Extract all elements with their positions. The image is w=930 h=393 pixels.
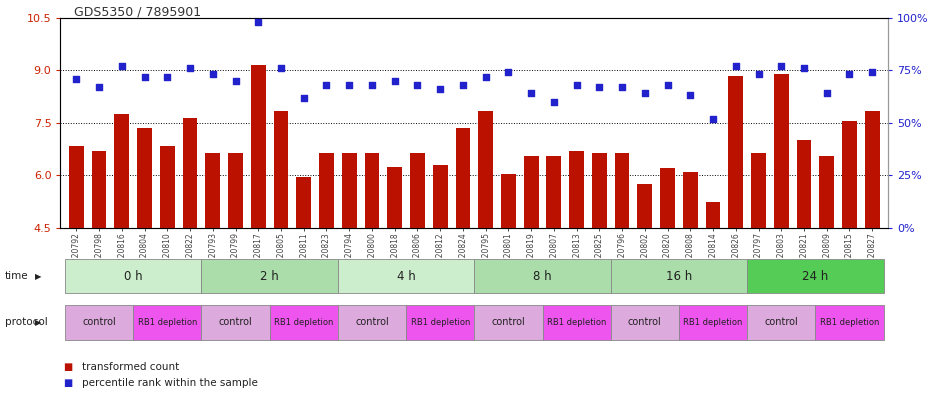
- Point: [182, 65, 197, 71]
- Bar: [206, 152, 220, 386]
- Point: [228, 77, 243, 84]
- Point: [819, 90, 834, 97]
- Bar: [524, 156, 538, 386]
- Text: time: time: [5, 271, 28, 281]
- Text: GDS5350 / 7895901: GDS5350 / 7895901: [74, 6, 202, 19]
- Text: control: control: [355, 317, 389, 327]
- Text: RB1 depletion: RB1 depletion: [684, 318, 743, 327]
- Bar: [501, 174, 516, 386]
- Text: percentile rank within the sample: percentile rank within the sample: [82, 378, 258, 388]
- Text: RB1 depletion: RB1 depletion: [274, 318, 334, 327]
- Bar: [819, 156, 834, 386]
- Point: [114, 63, 129, 69]
- Point: [251, 19, 266, 25]
- Point: [432, 86, 447, 92]
- Bar: [706, 202, 721, 386]
- Text: control: control: [219, 317, 252, 327]
- Point: [365, 82, 379, 88]
- Bar: [774, 74, 789, 386]
- Point: [842, 71, 857, 77]
- Bar: [842, 121, 857, 386]
- Text: 0 h: 0 h: [124, 270, 142, 283]
- Point: [69, 75, 84, 82]
- Text: RB1 depletion: RB1 depletion: [410, 318, 470, 327]
- Point: [410, 82, 425, 88]
- Bar: [456, 128, 471, 386]
- Bar: [297, 177, 312, 386]
- Bar: [478, 110, 493, 386]
- Bar: [728, 75, 743, 386]
- Text: ▶: ▶: [35, 272, 42, 281]
- Point: [774, 63, 789, 69]
- Bar: [569, 151, 584, 386]
- Bar: [410, 152, 425, 386]
- Point: [92, 84, 107, 90]
- Bar: [365, 152, 379, 386]
- Point: [456, 82, 471, 88]
- Bar: [432, 165, 447, 386]
- Point: [297, 94, 312, 101]
- Point: [387, 77, 402, 84]
- Bar: [182, 118, 197, 386]
- Text: 24 h: 24 h: [803, 270, 829, 283]
- Bar: [92, 151, 107, 386]
- Text: control: control: [628, 317, 662, 327]
- Bar: [865, 110, 880, 386]
- Bar: [797, 140, 811, 386]
- Point: [160, 73, 175, 80]
- Text: RB1 depletion: RB1 depletion: [820, 318, 879, 327]
- Text: protocol: protocol: [5, 317, 47, 327]
- Bar: [251, 65, 266, 386]
- Text: ▶: ▶: [35, 318, 42, 327]
- Bar: [547, 156, 562, 386]
- Bar: [683, 172, 698, 386]
- Point: [273, 65, 288, 71]
- Text: ■: ■: [63, 378, 73, 388]
- Point: [591, 84, 606, 90]
- Bar: [69, 145, 84, 386]
- Bar: [273, 110, 288, 386]
- Bar: [319, 152, 334, 386]
- Bar: [342, 152, 356, 386]
- Point: [797, 65, 812, 71]
- Point: [547, 99, 562, 105]
- Point: [637, 90, 652, 97]
- Point: [501, 69, 516, 75]
- Text: 2 h: 2 h: [260, 270, 279, 283]
- Bar: [387, 167, 402, 386]
- Bar: [592, 152, 606, 386]
- Point: [728, 63, 743, 69]
- Text: RB1 depletion: RB1 depletion: [547, 318, 606, 327]
- Bar: [751, 152, 766, 386]
- Text: transformed count: transformed count: [82, 362, 179, 373]
- Point: [706, 116, 721, 122]
- Point: [342, 82, 357, 88]
- Point: [569, 82, 584, 88]
- Text: control: control: [82, 317, 116, 327]
- Point: [478, 73, 493, 80]
- Bar: [660, 168, 675, 386]
- Point: [319, 82, 334, 88]
- Text: 16 h: 16 h: [666, 270, 692, 283]
- Bar: [160, 145, 175, 386]
- Point: [683, 92, 698, 99]
- Text: control: control: [764, 317, 798, 327]
- Bar: [114, 114, 129, 386]
- Text: 8 h: 8 h: [533, 270, 551, 283]
- Bar: [138, 128, 152, 386]
- Bar: [637, 184, 652, 386]
- Text: 4 h: 4 h: [397, 270, 416, 283]
- Text: ■: ■: [63, 362, 73, 373]
- Bar: [228, 152, 243, 386]
- Point: [660, 82, 675, 88]
- Text: RB1 depletion: RB1 depletion: [138, 318, 197, 327]
- Point: [137, 73, 152, 80]
- Bar: [615, 152, 630, 386]
- Point: [865, 69, 880, 75]
- Point: [206, 71, 220, 77]
- Text: control: control: [492, 317, 525, 327]
- Point: [751, 71, 766, 77]
- Point: [524, 90, 538, 97]
- Point: [615, 84, 630, 90]
